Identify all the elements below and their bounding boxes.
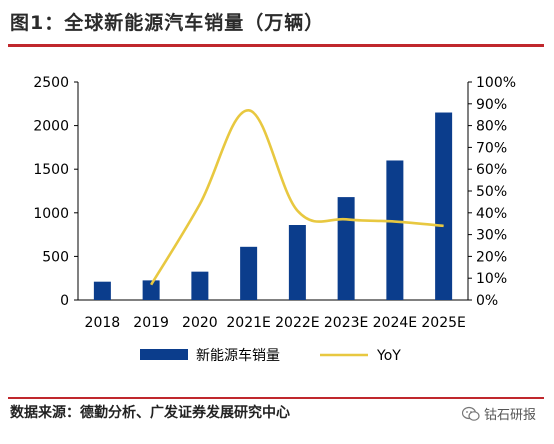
wechat-icon — [461, 406, 480, 421]
bar-2019 — [142, 280, 160, 300]
bar-series — [93, 112, 453, 301]
bar-2018 — [93, 281, 111, 300]
legend-line-label: YoY — [376, 348, 401, 364]
y-right-tick-label: 90% — [476, 97, 507, 113]
y-right-tick-label: 60% — [476, 162, 507, 178]
y-right-tick-label: 80% — [476, 119, 507, 135]
bar-2023E — [337, 197, 355, 300]
title-divider — [8, 44, 544, 47]
line-series — [150, 109, 444, 286]
y-right-tick-label: 70% — [476, 140, 507, 156]
x-tick-label: 2018 — [85, 315, 121, 331]
y-right-tick-label: 10% — [476, 271, 507, 287]
x-tick-label: 2020 — [182, 315, 218, 331]
y-right-tick-label: 30% — [476, 228, 507, 244]
y-left-tick-label: 0 — [60, 293, 69, 309]
y-left-tick-label: 1000 — [33, 206, 69, 222]
y-right-tick-label: 40% — [476, 206, 507, 222]
y-left-tick-label: 2500 — [33, 75, 69, 91]
yoy-line — [150, 109, 444, 286]
legend: 新能源车销量 YoY — [140, 347, 401, 364]
y-right-tick-label: 50% — [476, 184, 507, 200]
bar-2024E — [386, 160, 404, 300]
legend-bar-label: 新能源车销量 — [196, 347, 280, 364]
x-tick-label: 2019 — [133, 315, 169, 331]
watermark-text: 钴石研报 — [483, 408, 536, 423]
x-tick-label: 2021E — [226, 315, 270, 331]
bar-2021E — [240, 246, 258, 300]
bar-2022E — [288, 225, 306, 300]
source-note: 数据来源：德勤分析、广发证券发展研究中心 — [10, 405, 290, 421]
watermark: 钴石研报 — [461, 404, 536, 423]
chart-title: 图1：全球新能源汽车销量（万辆） — [10, 12, 325, 34]
source-divider — [8, 397, 544, 399]
x-tick-label: 2022E — [275, 315, 319, 331]
x-tick-label: 2025E — [421, 315, 465, 331]
y-left-tick-label: 2000 — [33, 119, 69, 135]
y-left-tick-label: 500 — [42, 249, 69, 265]
tick-labels: 0 500 1000 1500 2000 2500 0% 10% 20% 30% 40% 50% 60%… — [33, 75, 516, 331]
bar-2025E — [435, 112, 453, 301]
x-tick-label: 2023E — [324, 315, 368, 331]
legend-bar-swatch — [140, 349, 188, 360]
bar-2020 — [191, 271, 209, 300]
y-left-tick-label: 1500 — [33, 162, 69, 178]
axes — [74, 81, 472, 301]
chart: 0 500 1000 1500 2000 2500 0% 10% 20% 30% 40% 50% 60%… — [33, 75, 516, 364]
y-right-tick-label: 20% — [476, 249, 507, 265]
y-right-tick-label: 0% — [476, 293, 498, 309]
y-right-tick-label: 100% — [476, 75, 516, 91]
x-tick-label: 2024E — [373, 315, 417, 331]
